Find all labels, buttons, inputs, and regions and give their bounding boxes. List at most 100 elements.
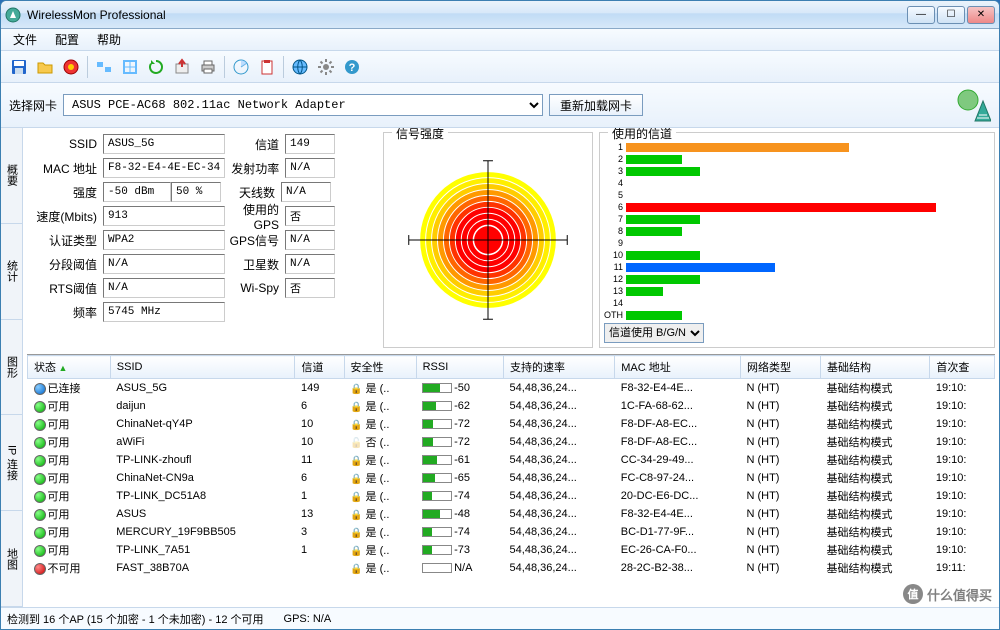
side-tab-4[interactable]: 地图 [1, 511, 22, 607]
help-icon[interactable]: ? [340, 55, 364, 79]
app-icon [5, 7, 21, 23]
frag-label: 分段阈值 [27, 256, 103, 273]
column-header[interactable]: 首次查 [930, 356, 995, 379]
export-icon[interactable] [170, 55, 194, 79]
tool2-icon[interactable] [118, 55, 142, 79]
table-row[interactable]: 可用aWiFi10🔓 否 (..-7254,48,36,24...F8-DF-A… [28, 433, 995, 451]
table-row[interactable]: 可用TP-LINK-zhoufl11🔒 是 (..-6154,48,36,24.… [28, 451, 995, 469]
txpower-label: 发射功率 [225, 160, 285, 177]
gpssig-label: GPS信号 [225, 232, 285, 249]
column-header[interactable]: 状态 ▲ [28, 356, 111, 379]
menu-config[interactable]: 配置 [47, 29, 87, 50]
radar-icon[interactable] [229, 55, 253, 79]
freq-value: 5745 MHz [103, 302, 225, 322]
clipboard-icon[interactable] [255, 55, 279, 79]
watermark-badge: 值 [903, 584, 923, 604]
channel-row: 14 [604, 297, 990, 309]
column-header[interactable]: RSSI [416, 356, 503, 379]
column-header[interactable]: MAC 地址 [615, 356, 741, 379]
strength-pct: 50 % [171, 182, 221, 202]
channel-label: 8 [604, 226, 626, 236]
channel-label: 3 [604, 166, 626, 176]
channel-bar [626, 263, 775, 272]
table-row[interactable]: 已连接ASUS_5G149🔒 是 (..-5054,48,36,24...F8-… [28, 379, 995, 398]
settings-icon[interactable] [314, 55, 338, 79]
table-row[interactable]: 可用ChinaNet-qY4P10🔒 是 (..-7254,48,36,24..… [28, 415, 995, 433]
channel-label: 4 [604, 178, 626, 188]
mac-label: MAC 地址 [27, 160, 103, 177]
channel-row: 10 [604, 249, 990, 261]
status-gps: GPS: N/A [284, 613, 332, 625]
channel-row: 3 [604, 165, 990, 177]
print-icon[interactable] [196, 55, 220, 79]
close-button[interactable]: ✕ [967, 6, 995, 24]
minimize-button[interactable]: — [907, 6, 935, 24]
table-row[interactable]: 可用MERCURY_19F9BB5053🔒 是 (..-7454,48,36,2… [28, 523, 995, 541]
watermark: 值 什么值得买 [903, 584, 992, 604]
channel-label: 1 [604, 142, 626, 152]
column-header[interactable]: 网络类型 [740, 356, 820, 379]
networks-table-wrap[interactable]: 状态 ▲SSID信道安全性RSSI支持的速率MAC 地址网络类型基础结构首次查 … [27, 354, 995, 607]
folder-icon[interactable] [33, 55, 57, 79]
channel-label: 12 [604, 274, 626, 284]
side-tab-2[interactable]: 图形 [1, 320, 22, 416]
side-tab-3[interactable]: IP 连接 [1, 415, 22, 511]
signal-strength-pane: 信号强度 [383, 132, 593, 348]
channel-label: 2 [604, 154, 626, 164]
table-row[interactable]: 可用TP-LINK_DC51A81🔒 是 (..-7454,48,36,24..… [28, 487, 995, 505]
channel-mode-select[interactable]: 信道使用 B/G/N [604, 323, 704, 343]
channel-row: OTH [604, 309, 990, 321]
column-header[interactable]: 基础结构 [820, 356, 929, 379]
radar-chart [384, 133, 592, 347]
info-pane: SSIDASUS_5G信道149 MAC 地址F8-32-E4-4E-EC-34… [23, 128, 999, 352]
txpower-value: N/A [285, 158, 335, 178]
wispy-label: Wi-Spy [225, 281, 285, 295]
maximize-button[interactable]: ☐ [937, 6, 965, 24]
menu-file[interactable]: 文件 [5, 29, 45, 50]
table-row[interactable]: 不可用FAST_38B70A🔒 是 (..N/A54,48,36,24...28… [28, 559, 995, 577]
channel-row: 12 [604, 273, 990, 285]
channel-row: 1 [604, 141, 990, 153]
adapter-select[interactable]: ASUS PCE-AC68 802.11ac Network Adapter [63, 94, 543, 116]
titlebar: WirelessMon Professional — ☐ ✕ [1, 1, 999, 29]
product-logo-icon [955, 87, 991, 123]
reload-adapter-button[interactable]: 重新加载网卡 [549, 94, 643, 116]
sats-label: 卫星数 [225, 256, 285, 273]
side-tab-1[interactable]: 统计 [1, 224, 22, 320]
table-row[interactable]: 可用daijun6🔒 是 (..-6254,48,36,24...1C-FA-6… [28, 397, 995, 415]
gpssig-value: N/A [285, 230, 335, 250]
record-icon[interactable] [59, 55, 83, 79]
window-title: WirelessMon Professional [27, 8, 907, 22]
channel-bar [626, 167, 700, 176]
column-header[interactable]: SSID [110, 356, 295, 379]
watermark-text: 什么值得买 [927, 585, 992, 604]
app-window: WirelessMon Professional — ☐ ✕ 文件 配置 帮助 … [0, 0, 1000, 630]
table-row[interactable]: 可用TP-LINK_7A511🔒 是 (..-7354,48,36,24...E… [28, 541, 995, 559]
channel-row: 9 [604, 237, 990, 249]
channel-label: 7 [604, 214, 626, 224]
refresh-icon[interactable] [144, 55, 168, 79]
column-header[interactable]: 信道 [295, 356, 344, 379]
menu-help[interactable]: 帮助 [89, 29, 129, 50]
column-header[interactable]: 安全性 [344, 356, 416, 379]
status-ap-count: 检测到 16 个AP (15 个加密 - 1 个未加密) - 12 个可用 [7, 611, 264, 627]
channel-label: 11 [604, 262, 626, 272]
channel-row: 11 [604, 261, 990, 273]
wispy-value: 否 [285, 278, 335, 298]
channel-label: OTH [604, 310, 626, 320]
channel-bar [626, 251, 700, 260]
content: 概要统计图形IP 连接地图 SSIDASUS_5G信道149 MAC 地址F8-… [1, 128, 999, 607]
auth-value: WPA2 [103, 230, 225, 250]
save-icon[interactable] [7, 55, 31, 79]
antenna-value: N/A [281, 182, 331, 202]
table-row[interactable]: 可用ChinaNet-CN9a6🔒 是 (..-6554,48,36,24...… [28, 469, 995, 487]
gps-label: 使用的GPS [225, 201, 285, 232]
side-tab-0[interactable]: 概要 [1, 128, 22, 224]
channel-bar [626, 143, 849, 152]
tool1-icon[interactable] [92, 55, 116, 79]
channel-label: 信道 [225, 136, 285, 153]
globe-icon[interactable] [288, 55, 312, 79]
column-header[interactable]: 支持的速率 [504, 356, 615, 379]
table-row[interactable]: 可用ASUS13🔒 是 (..-4854,48,36,24...F8-32-E4… [28, 505, 995, 523]
main-pane: SSIDASUS_5G信道149 MAC 地址F8-32-E4-4E-EC-34… [23, 128, 999, 607]
